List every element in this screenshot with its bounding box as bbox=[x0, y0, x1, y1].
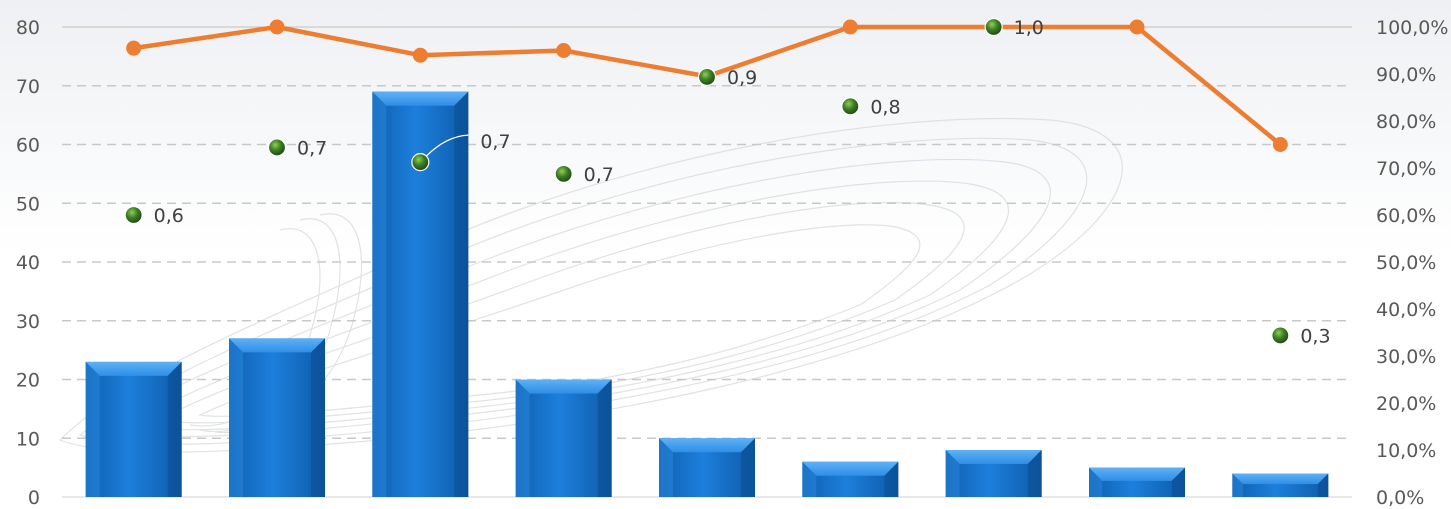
left-axis-tick-label: 30 bbox=[16, 311, 40, 333]
dot-data-label: 0,7 bbox=[480, 131, 510, 153]
bar-body bbox=[372, 91, 469, 497]
right-axis-tick-label: 90,0% bbox=[1376, 64, 1436, 86]
bar-bevel-top bbox=[85, 361, 182, 376]
bar-bevel-top bbox=[802, 461, 899, 476]
dot-data-label: 0,3 bbox=[1300, 325, 1330, 347]
bar-bevel-right bbox=[311, 338, 325, 497]
dot-series: 0,6 0,7 0,7 0,7 0,9 0,8 1,0 0,3 bbox=[124, 17, 1331, 347]
left-y-axis: 0 10 20 30 40 50 60 70 80 bbox=[16, 17, 40, 509]
bar-bevel-right bbox=[1027, 450, 1042, 497]
dot-marker bbox=[697, 67, 717, 87]
line-marker bbox=[412, 47, 428, 63]
line-marker bbox=[556, 43, 572, 58]
bar bbox=[515, 379, 612, 497]
dot-data-label: 0,9 bbox=[727, 67, 757, 89]
bar-bevel-left bbox=[85, 361, 100, 497]
left-axis-tick-label: 70 bbox=[16, 76, 40, 98]
bar-bevel-right bbox=[884, 461, 899, 497]
left-axis-tick-label: 50 bbox=[16, 193, 40, 215]
dot-data-label: 1,0 bbox=[1014, 17, 1044, 39]
right-axis-tick-label: 60,0% bbox=[1376, 205, 1436, 227]
bar-bevel-top bbox=[1089, 467, 1185, 481]
bar-bevel-right bbox=[597, 379, 612, 497]
bar-bevel-right bbox=[1171, 467, 1185, 497]
line-marker bbox=[126, 40, 142, 56]
bar-bevel-left bbox=[229, 338, 243, 497]
right-axis-tick-label: 70,0% bbox=[1376, 158, 1436, 180]
bar-bevel-top bbox=[229, 338, 325, 353]
line-marker bbox=[1129, 19, 1145, 35]
bar bbox=[1232, 473, 1329, 497]
left-axis-tick-label: 0 bbox=[28, 487, 40, 509]
line-marker bbox=[1272, 137, 1288, 152]
bar-bevel-top bbox=[1232, 473, 1329, 485]
bar bbox=[85, 361, 182, 497]
bar bbox=[945, 450, 1042, 497]
right-axis-tick-label: 50,0% bbox=[1376, 252, 1436, 274]
bar-bevel-top bbox=[945, 450, 1042, 464]
bar-bevel-top bbox=[515, 379, 612, 394]
bar-body bbox=[515, 379, 612, 497]
dot-data-label: 0,6 bbox=[154, 205, 184, 227]
dot-marker bbox=[1271, 326, 1290, 345]
dot-marker bbox=[554, 164, 573, 183]
left-axis-tick-label: 10 bbox=[16, 428, 40, 450]
bar bbox=[372, 91, 469, 497]
left-axis-tick-label: 60 bbox=[16, 135, 40, 157]
right-axis-tick-label: 10,0% bbox=[1376, 440, 1436, 462]
bar-bevel-right bbox=[741, 438, 755, 497]
dot-data-label: 0,8 bbox=[870, 96, 900, 118]
line-marker bbox=[269, 19, 285, 35]
dot-data-label: 0,7 bbox=[584, 164, 614, 186]
left-axis-tick-label: 20 bbox=[16, 370, 40, 392]
dot-data-label: 0,7 bbox=[297, 137, 327, 159]
bar-bevel-top bbox=[659, 438, 755, 453]
dot-marker bbox=[411, 153, 430, 172]
bar-bevel-top bbox=[372, 91, 469, 106]
leader-line bbox=[425, 134, 469, 157]
right-y-axis: 0,0% 10,0% 20,0% 30,0% 40,0% 50,0% 60,0% 70,0% 8… bbox=[1376, 17, 1448, 509]
bar-series bbox=[85, 91, 1329, 497]
right-axis-tick-label: 0,0% bbox=[1376, 487, 1424, 509]
right-axis-tick-label: 20,0% bbox=[1376, 393, 1436, 415]
line-marker bbox=[842, 19, 858, 35]
bar-bevel-right bbox=[167, 361, 182, 497]
dot-marker bbox=[984, 17, 1003, 37]
bar bbox=[229, 338, 325, 497]
left-axis-tick-label: 80 bbox=[16, 17, 40, 39]
bar bbox=[1089, 467, 1185, 497]
bar-bevel-left bbox=[1232, 473, 1243, 497]
bar-bevel-left bbox=[515, 379, 530, 497]
bar-bevel-left bbox=[659, 438, 673, 497]
right-axis-tick-label: 80,0% bbox=[1376, 111, 1436, 133]
right-axis-tick-label: 100,0% bbox=[1376, 17, 1448, 39]
dot-marker bbox=[267, 138, 287, 157]
left-axis-tick-label: 40 bbox=[16, 252, 40, 274]
bar-bevel-left bbox=[802, 461, 817, 497]
bar-bevel-right bbox=[1317, 473, 1329, 497]
bar-bevel-right bbox=[454, 91, 469, 497]
bar-body bbox=[229, 338, 325, 497]
bar-bevel-left bbox=[1089, 467, 1103, 497]
bar bbox=[802, 461, 899, 497]
bar-bevel-left bbox=[372, 91, 387, 497]
right-axis-tick-label: 40,0% bbox=[1376, 299, 1436, 321]
bar bbox=[659, 438, 755, 497]
bar-body bbox=[85, 361, 182, 497]
dot-marker bbox=[841, 97, 860, 116]
right-axis-tick-label: 30,0% bbox=[1376, 346, 1436, 368]
bar-bevel-left bbox=[945, 450, 960, 497]
dot-marker bbox=[124, 205, 143, 225]
